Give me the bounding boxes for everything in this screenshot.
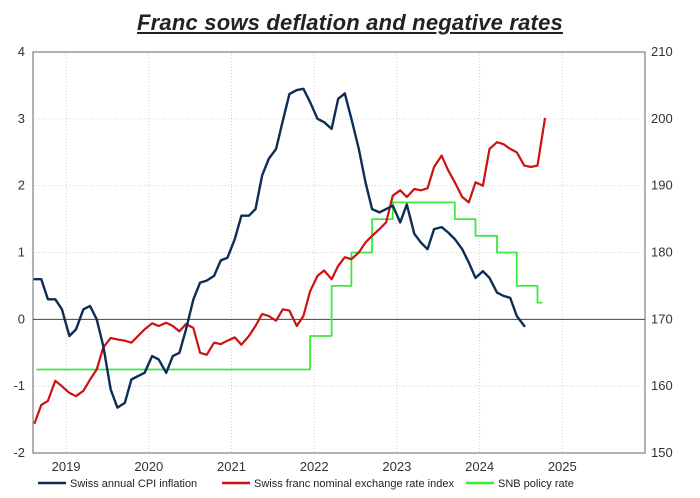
x-tick-label: 2022: [300, 459, 329, 474]
legend-label: Swiss annual CPI inflation: [70, 478, 197, 490]
left-tick-label: -2: [13, 445, 25, 460]
series-line-swiss-franc-nominal-exchange-rate-index: [33, 117, 547, 424]
right-tick-label: 160: [651, 378, 673, 393]
left-tick-label: -1: [13, 378, 25, 393]
right-tick-label: 190: [651, 178, 673, 193]
left-tick-label: 2: [18, 178, 25, 193]
left-tick-label: 3: [18, 111, 25, 126]
x-tick-label: 2021: [217, 459, 246, 474]
legend-label: Swiss franc nominal exchange rate index: [254, 478, 454, 490]
left-tick-label: 0: [18, 311, 25, 326]
right-tick-label: 210: [651, 44, 673, 59]
chart-title: Franc sows deflation and negative rates: [137, 10, 563, 35]
x-tick-label: 2020: [134, 459, 163, 474]
x-tick-label: 2025: [548, 459, 577, 474]
left-tick-label: 1: [18, 245, 25, 260]
x-tick-label: 2024: [465, 459, 494, 474]
left-tick-label: 4: [18, 44, 25, 59]
right-tick-label: 180: [651, 245, 673, 260]
series-line-swiss-annual-cpi-inflation: [33, 87, 526, 409]
legend-label: SNB policy rate: [498, 478, 574, 490]
right-tick-label: 170: [651, 311, 673, 326]
plot-frame: [32, 51, 646, 454]
series-line-snb-policy-rate: [36, 201, 543, 371]
x-tick-label: 2023: [382, 459, 411, 474]
right-tick-label: 200: [651, 111, 673, 126]
x-tick-label: 2019: [52, 459, 81, 474]
right-tick-label: 150: [651, 445, 673, 460]
